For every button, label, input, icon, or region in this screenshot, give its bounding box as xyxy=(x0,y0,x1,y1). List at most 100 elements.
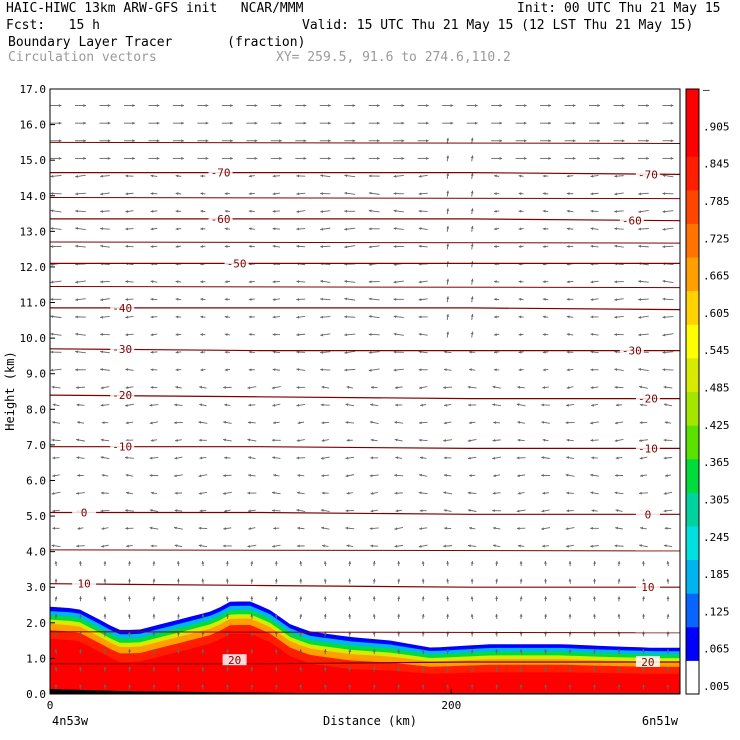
vector-arrowhead xyxy=(470,296,474,300)
vector-arrowhead xyxy=(58,104,62,107)
vector-arrowhead xyxy=(50,368,54,372)
vector-arrowhead xyxy=(181,104,184,107)
terrain-surface xyxy=(50,689,680,694)
vector-arrowhead xyxy=(205,139,209,143)
vector-arrowhead xyxy=(495,596,499,599)
vector-arrowhead xyxy=(321,439,325,442)
vector-arrowhead xyxy=(446,684,450,688)
y-tick-label: 0.0 xyxy=(26,688,46,701)
vector-arrowhead xyxy=(75,174,79,178)
vector-arrowhead xyxy=(224,333,228,336)
vector-arrowhead xyxy=(225,613,229,617)
vector-arrowhead xyxy=(132,104,135,107)
vector-arrowhead xyxy=(468,421,472,425)
vector-arrowhead xyxy=(493,297,497,301)
vector-arrowhead xyxy=(175,333,179,337)
vector-arrowhead xyxy=(323,613,327,617)
vector-arrowhead xyxy=(279,156,282,160)
vector-arrowhead xyxy=(518,192,522,196)
vector-arrowhead xyxy=(662,192,666,195)
vector-arrowhead xyxy=(348,684,352,688)
vector-arrowhead xyxy=(517,544,521,548)
vector-arrowhead xyxy=(614,474,618,477)
vector-arrowhead xyxy=(128,649,131,652)
vector-arrowhead xyxy=(590,209,594,213)
vector-arrowhead xyxy=(590,174,594,178)
vector-arrowhead xyxy=(377,139,380,143)
vector-arrowhead xyxy=(248,209,252,213)
vector-arrowhead xyxy=(443,509,447,512)
vector-arrowhead xyxy=(320,297,323,301)
vector-arrowhead xyxy=(518,227,522,231)
y-axis-label: Height (km) xyxy=(3,351,17,430)
vector-arrowhead xyxy=(493,315,497,319)
vector-arrowhead xyxy=(299,684,303,688)
y-tick-label: 3.0 xyxy=(26,581,46,594)
vector-arrowhead xyxy=(320,279,324,283)
y-tick-label: 7.0 xyxy=(26,439,46,452)
colorbar-swatch xyxy=(686,89,699,124)
vector-arrowhead xyxy=(495,561,499,564)
tracer-fill xyxy=(50,601,680,694)
vector-arrowhead xyxy=(296,315,300,319)
vector-arrowhead xyxy=(516,526,520,530)
vector-arrowhead xyxy=(152,684,156,688)
vector-arrowhead xyxy=(544,666,548,670)
colorbar-swatch xyxy=(686,425,699,460)
vector-arrowhead xyxy=(223,474,226,478)
vector-arrowhead xyxy=(377,156,380,160)
vector-arrowhead xyxy=(443,386,446,389)
vector-arrowhead xyxy=(100,227,103,231)
vector-arrowhead xyxy=(50,350,54,354)
vector-arrowhead xyxy=(254,121,258,125)
vector-arrowhead xyxy=(296,439,300,442)
vector-arrowhead xyxy=(152,631,156,635)
vector-arrowhead xyxy=(418,386,422,390)
temperature-contours: 20 20 10 10 0 0 -10 -10 -20 -20 -30 -30 -40 -50 -60 -60… xyxy=(49,141,681,669)
isotherm-label: 20 xyxy=(641,656,654,669)
colorbar-swatch xyxy=(686,257,699,292)
vector-arrowhead xyxy=(614,544,618,548)
vector-arrowhead xyxy=(494,227,497,231)
vector-arrowhead xyxy=(446,296,450,300)
vector-arrowhead xyxy=(467,439,471,443)
vector-arrowhead xyxy=(646,104,649,107)
vector-arrowhead xyxy=(83,139,86,143)
vector-arrowhead xyxy=(247,421,251,424)
colorbar-label: .425 xyxy=(703,419,730,432)
vector-arrowhead xyxy=(225,631,229,635)
vector-arrowhead xyxy=(541,456,545,460)
vector-arrowhead xyxy=(323,596,327,600)
vector-arrowhead xyxy=(100,403,104,407)
vector-arrowhead xyxy=(393,332,397,336)
vector-arrowhead xyxy=(125,526,129,530)
vector-arrowhead xyxy=(352,104,356,107)
colorbar-swatch xyxy=(686,458,699,493)
vector-arrowhead xyxy=(568,684,572,688)
vector-arrowhead xyxy=(499,156,503,160)
vector-arrowhead xyxy=(323,649,327,652)
isotherm-label: 20 xyxy=(228,654,241,667)
vector-arrowhead xyxy=(58,139,62,143)
x-axis-label: Distance (km) xyxy=(323,714,417,728)
vector-arrowhead xyxy=(566,297,570,301)
isotherm-minor xyxy=(49,141,681,144)
vector-arrowhead xyxy=(470,137,474,141)
vector-arrowhead xyxy=(492,403,496,407)
vector-arrowhead xyxy=(518,368,522,372)
vector-arrowhead xyxy=(198,491,202,495)
vector-arrowhead xyxy=(544,649,548,652)
vector-arrowhead xyxy=(418,280,422,284)
vector-arrowhead xyxy=(125,403,128,407)
vector-arrowhead xyxy=(590,421,593,425)
vector-arrowhead xyxy=(272,421,276,425)
vector-arrowhead xyxy=(149,526,153,530)
vector-arrowhead xyxy=(54,684,58,688)
vector-arrowhead xyxy=(617,666,621,670)
colorbar-swatch xyxy=(686,189,699,224)
vector-arrowhead xyxy=(421,561,425,564)
vector-arrowhead xyxy=(205,121,209,125)
vector-arrowhead xyxy=(518,297,522,301)
vector-arrowhead xyxy=(100,280,103,284)
vector-arrowhead xyxy=(421,666,425,670)
